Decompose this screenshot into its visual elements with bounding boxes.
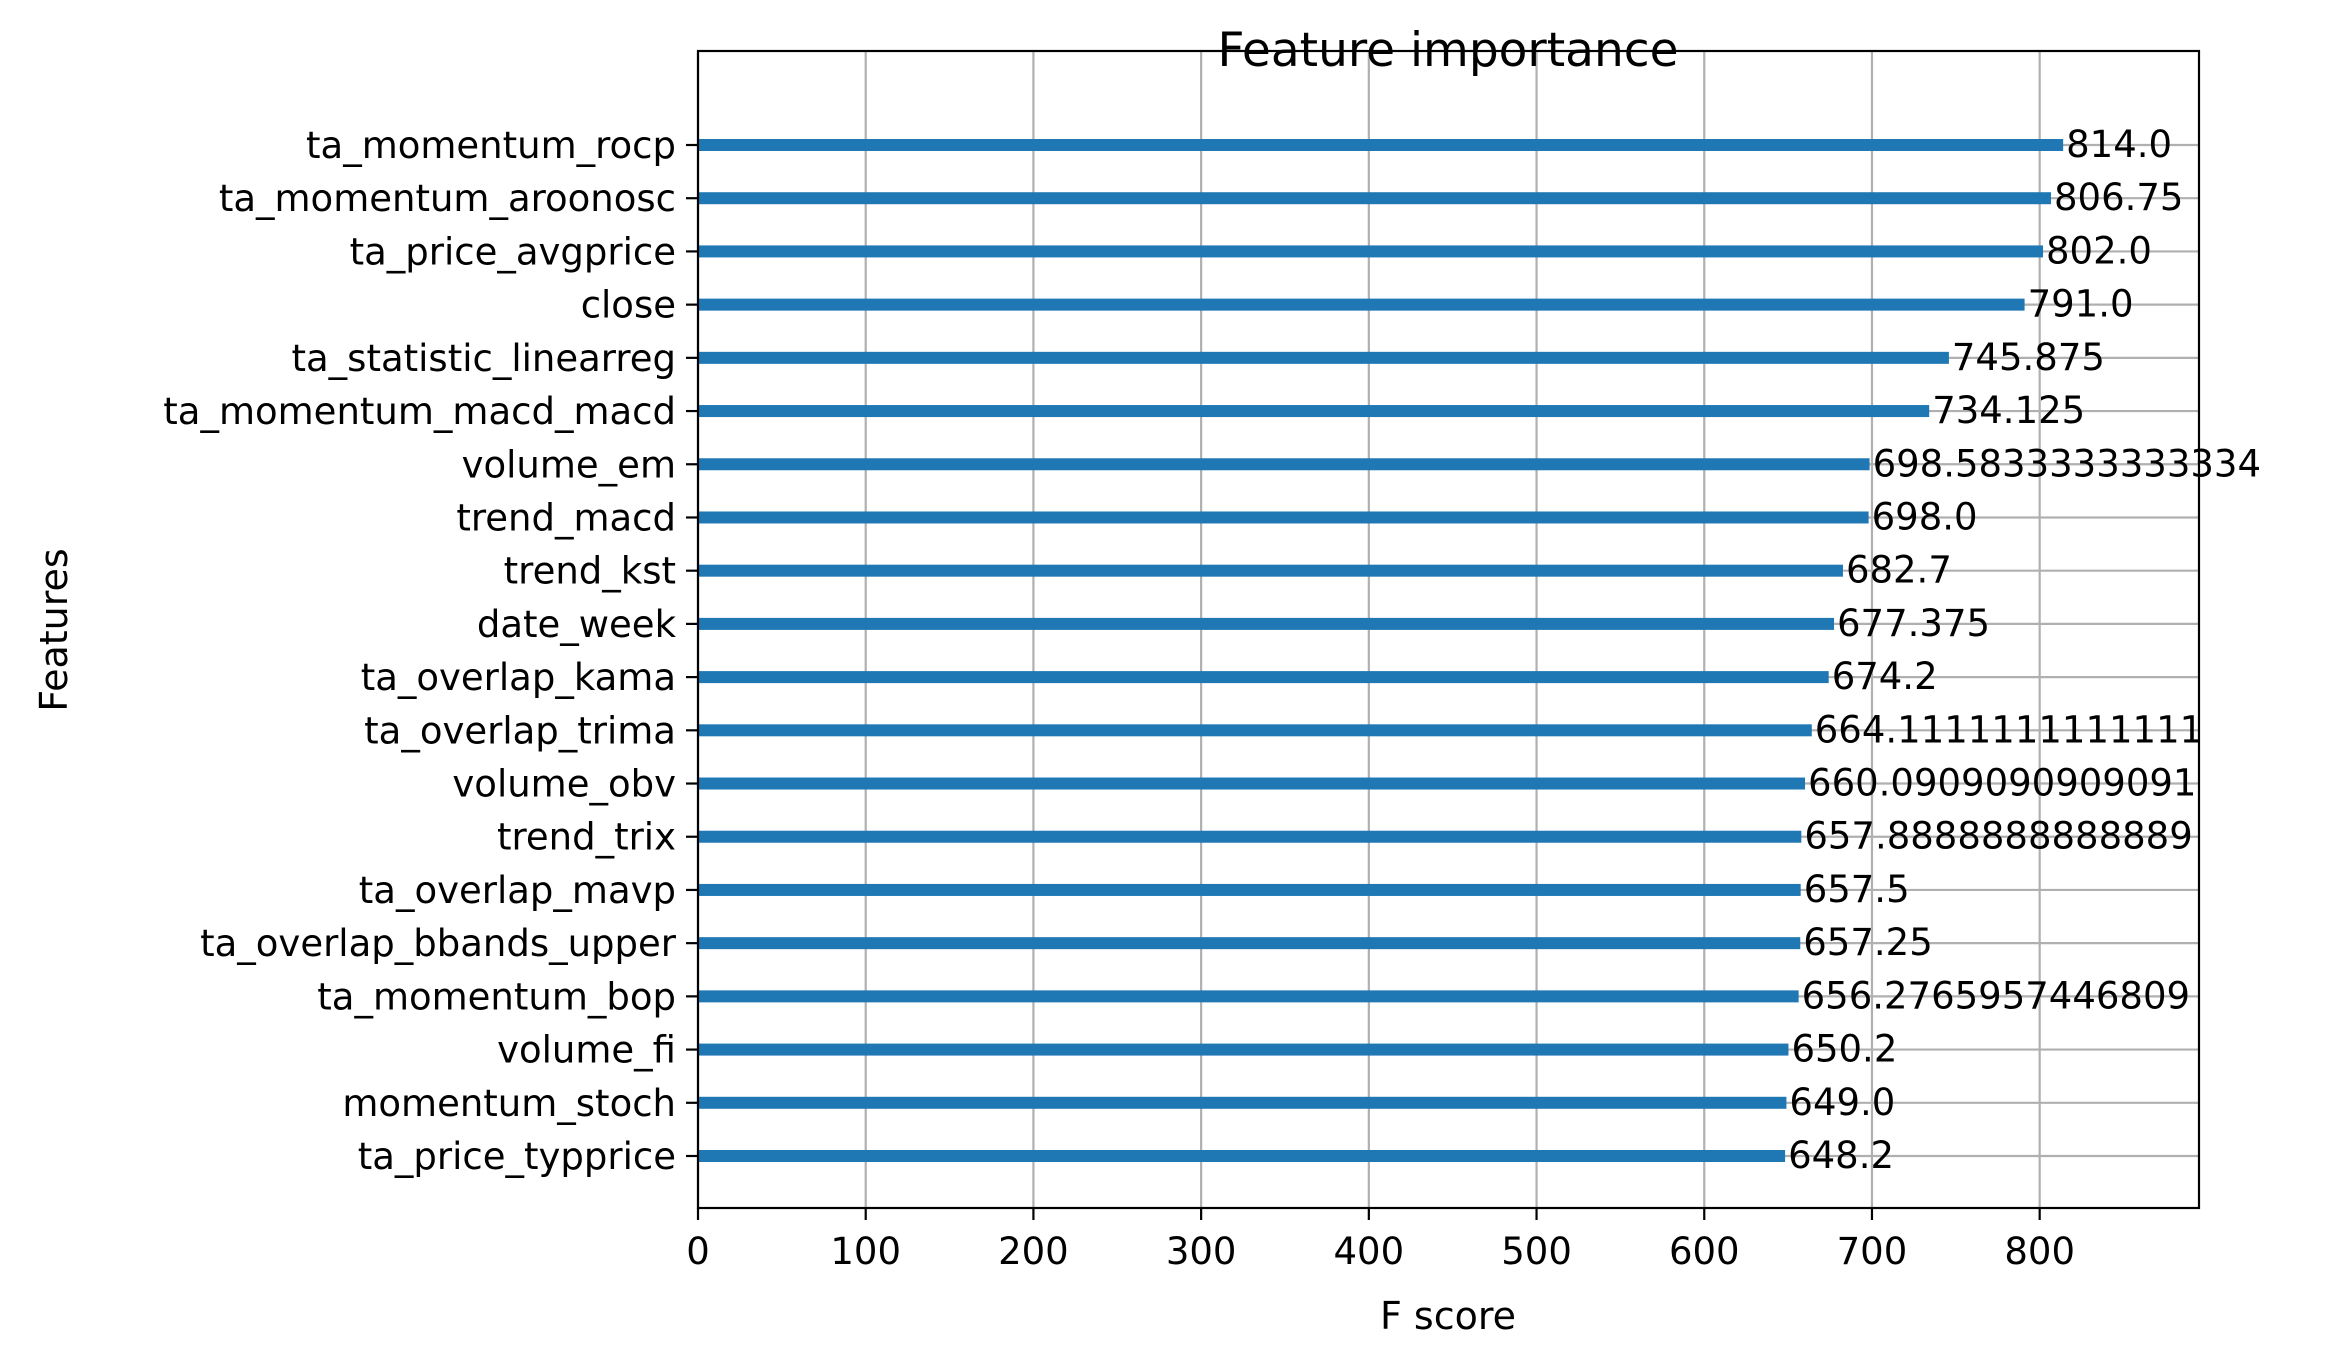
- bar-value-label: 650.2: [1791, 1028, 1897, 1071]
- bar-value-label: 657.5: [1804, 868, 1910, 911]
- y-tick-label: ta_momentum_macd_macd: [163, 390, 676, 433]
- y-tick-label: trend_macd: [456, 496, 676, 539]
- x-tick-label: 300: [1166, 1230, 1237, 1273]
- bar-value-label: 660.0909090909091: [1808, 762, 2196, 805]
- plot-frame: [696, 49, 2201, 1210]
- y-tick-label: ta_overlap_trima: [364, 709, 676, 752]
- x-tick-label: 100: [830, 1230, 901, 1273]
- x-axis-label: F score: [1380, 1294, 1516, 1338]
- bar: [698, 192, 2051, 205]
- y-tick-label: trend_kst: [504, 550, 676, 593]
- bar: [698, 777, 1806, 790]
- y-tick-label: volume_em: [462, 443, 676, 486]
- bar-value-label: 677.375: [1837, 602, 1990, 645]
- y-tick-label: trend_trix: [497, 816, 676, 859]
- bar-value-label: 734.125: [1932, 389, 2085, 432]
- bar-value-label: 657.8888888888889: [1804, 815, 2192, 858]
- chart-title: Feature importance: [1217, 23, 1678, 78]
- y-tick-label: ta_momentum_aroonosc: [219, 177, 676, 220]
- bar-value-label: 745.875: [1952, 336, 2105, 379]
- y-tick-label: volume_obv: [452, 763, 676, 806]
- y-tick-label: date_week: [477, 603, 677, 646]
- x-tick-label: 200: [998, 1230, 1069, 1273]
- y-tick-label: ta_momentum_bop: [317, 975, 676, 1018]
- bar-value-label: 656.2765957446809: [1802, 974, 2190, 1017]
- bar-value-label: 814.0: [2066, 123, 2172, 166]
- y-tick-label: ta_overlap_mavp: [359, 869, 676, 912]
- x-tick-label: 600: [1669, 1230, 1740, 1273]
- y-tick-label: momentum_stoch: [342, 1082, 676, 1125]
- bar-value-label: 657.25: [1803, 921, 1932, 964]
- y-tick-label: ta_price_typprice: [358, 1135, 676, 1178]
- bar: [698, 1150, 1786, 1162]
- bar-value-label: 806.75: [2054, 176, 2183, 219]
- bar: [698, 298, 2025, 311]
- y-tick-label: ta_overlap_kama: [361, 656, 676, 699]
- label-layer: 814.0 806.75 802.0 791.0 745.875 734.125 698.5…: [1788, 123, 2261, 1177]
- y-tick-label: volume_fi: [497, 1029, 676, 1072]
- bar: [698, 617, 1835, 630]
- y-tick-label: ta_momentum_rocp: [306, 124, 676, 167]
- bar: [698, 883, 1801, 896]
- bar: [698, 405, 1930, 418]
- tick-layer: 0 100 200 300 400 500 600 700 800 ta_momentum_roc…: [163, 124, 2075, 1273]
- bar: [698, 937, 1801, 950]
- bar: [698, 351, 1949, 364]
- bar-value-label: 649.0: [1789, 1081, 1895, 1124]
- bar: [698, 458, 1870, 471]
- bar-value-label: 698.5833333333334: [1873, 442, 2261, 485]
- y-tick-label: ta_price_avgprice: [350, 230, 676, 273]
- bar-value-label: 674.2: [1832, 655, 1938, 698]
- bar: [698, 1043, 1789, 1056]
- y-tick-label: ta_overlap_bbands_upper: [200, 922, 677, 965]
- bar-value-label: 698.0: [1872, 495, 1978, 538]
- y-tick-label: close: [581, 284, 676, 327]
- x-tick-label: 400: [1334, 1230, 1405, 1273]
- bar-value-label: 648.2: [1788, 1134, 1894, 1177]
- bar: [698, 1096, 1787, 1109]
- y-tick-label: ta_statistic_linearreg: [292, 337, 677, 380]
- bar: [698, 564, 1843, 577]
- bar: [698, 671, 1829, 684]
- bar: [698, 990, 1799, 1003]
- bar-value-label: 791.0: [2028, 283, 2134, 326]
- bar-value-label: 664.1111111111111: [1815, 708, 2203, 751]
- bar: [698, 245, 2044, 258]
- x-tick-label: 800: [2004, 1230, 2075, 1273]
- bar-layer: [698, 139, 2064, 1162]
- bar: [698, 724, 1812, 737]
- x-tick-label: 700: [1837, 1230, 1908, 1273]
- bar: [698, 830, 1802, 843]
- bar-value-label: 802.0: [2046, 229, 2152, 272]
- y-axis-label: Features: [32, 548, 76, 711]
- bar: [698, 139, 2064, 151]
- bar: [698, 511, 1869, 524]
- x-tick-label: 0: [686, 1230, 710, 1273]
- x-tick-label: 500: [1501, 1230, 1572, 1273]
- bar-value-label: 682.7: [1846, 549, 1952, 592]
